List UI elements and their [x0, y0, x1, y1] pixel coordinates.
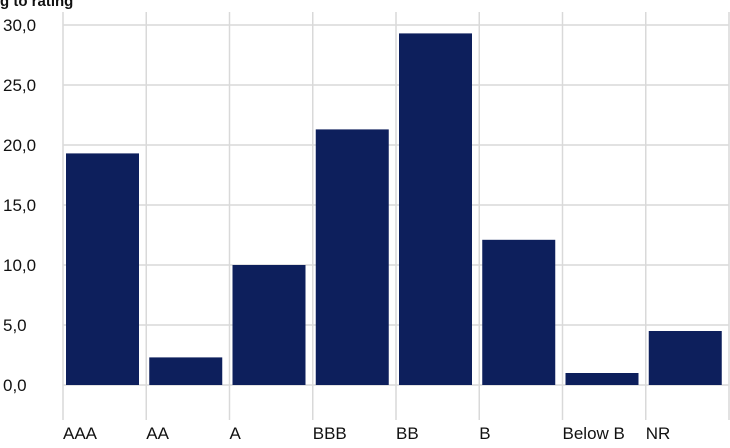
- bar-aaa: [66, 153, 139, 385]
- x-tick-label: AAA: [63, 424, 98, 443]
- x-tick-label: B: [479, 424, 490, 443]
- bar-b: [482, 239, 556, 385]
- y-tick-label: 25,0: [3, 76, 36, 95]
- x-axis-tick-labels: AAA AA A BBB BB B Below B NR: [63, 424, 670, 443]
- x-tick-label: NR: [646, 424, 671, 443]
- y-axis-tick-labels: 0,0 5,0 10,0 15,0 20,0 25,0 30,0: [3, 16, 36, 395]
- bar-nr: [648, 331, 722, 385]
- bar-below-b: [565, 373, 639, 385]
- x-tick-label: BBB: [313, 424, 347, 443]
- bar-bb: [399, 33, 472, 386]
- y-tick-label: 30,0: [3, 16, 36, 35]
- x-tick-label: Below B: [563, 424, 625, 443]
- x-tick-label: AA: [146, 424, 169, 443]
- y-tick-label: 5,0: [3, 316, 27, 335]
- bar-aa: [149, 357, 223, 385]
- chart-title: g to rating: [0, 0, 73, 10]
- y-tick-label: 10,0: [3, 256, 36, 275]
- bar-bbb: [315, 129, 389, 385]
- y-tick-label: 0,0: [3, 376, 27, 395]
- y-tick-label: 20,0: [3, 136, 36, 155]
- bar-a: [232, 265, 306, 385]
- x-tick-label: BB: [396, 424, 419, 443]
- x-tick-label: A: [230, 424, 242, 443]
- grid-lines: [62, 12, 730, 420]
- y-tick-label: 15,0: [3, 196, 36, 215]
- bars: [66, 33, 722, 386]
